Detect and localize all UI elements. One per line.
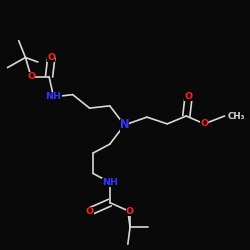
Text: N: N [120,118,129,132]
Text: O: O [126,207,134,216]
Text: NH: NH [102,178,118,187]
Text: NH: NH [46,92,62,102]
Text: CH₃: CH₃ [228,112,246,120]
Text: O: O [200,120,208,128]
Text: O: O [184,92,192,102]
Text: O: O [27,72,35,81]
Text: O: O [86,207,94,216]
Text: O: O [47,53,56,62]
